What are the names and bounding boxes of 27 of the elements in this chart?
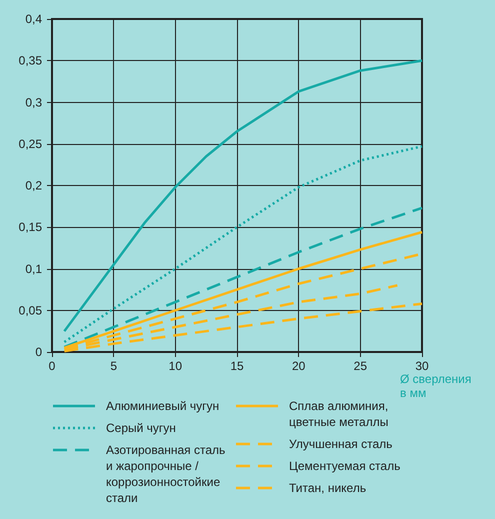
legend-label: Улучшенная сталь [289, 436, 394, 452]
x-tick-label: 30 [415, 359, 429, 373]
y-tick-label: 0 [35, 345, 42, 359]
line-series [63, 145, 424, 344]
x-tick-label: 0 [48, 359, 56, 373]
x-axis-title: Ø сверления в мм [400, 372, 472, 400]
legend-label: Азотированная сталь и жаропрочные / коррозионностойкие стали [106, 442, 226, 506]
y-tick-label: 0,35 [18, 54, 42, 68]
x-tick-label: 25 [354, 359, 368, 373]
legend-label: Алюминиевый чугун [106, 398, 220, 414]
line-series [63, 59, 424, 332]
y-tick-label: 0,05 [18, 303, 42, 318]
y-tick-label: 0,2 [25, 178, 42, 192]
legend-label: Цементуемая сталь [289, 458, 402, 474]
legend-label: Титан, никель [289, 480, 368, 496]
y-tick-label: 0,15 [18, 220, 42, 234]
legend-label: Серый чугун [106, 420, 177, 436]
x-tick-label: 10 [168, 359, 182, 373]
x-tick-label: 20 [292, 359, 306, 373]
legend-label: Сплав алюминия, цветные металлы [289, 399, 388, 429]
y-tick-label: 0,25 [18, 136, 42, 151]
y-tick-label: 0,3 [25, 95, 42, 110]
y-tick-label: 0,1 [25, 262, 42, 276]
line-series [63, 206, 424, 348]
x-tick-label: 5 [110, 359, 118, 373]
y-tick-label: 0,4 [25, 12, 42, 26]
x-tick-label: 15 [230, 359, 244, 373]
